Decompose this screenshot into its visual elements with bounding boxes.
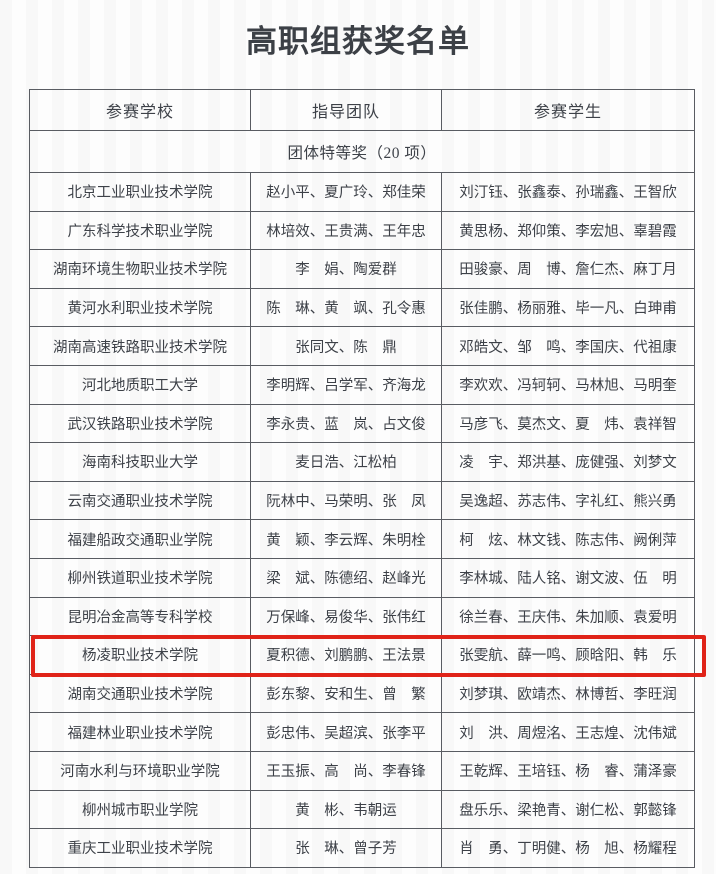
- table-row: 湖南环境生物职业技术学院李 娟、陶爱群 田骏豪、周 博、詹仁杰、麻丁月: [29, 249, 695, 289]
- teachers-cell: 彭东黎、安和生、曾 繁: [250, 673, 442, 714]
- table-row: 云南交通职业技术学院 阮林中、马荣明、张 凤吴逸超、苏志伟、字礼红、熊兴勇: [29, 480, 695, 521]
- table-row: 河南水利与环境职业学院 王玉振、高 尚、李春锋 王乾辉、王培钰、杨 睿、蒲泽豪: [29, 750, 695, 791]
- teachers-cell: 彭忠伟、吴超滨、张李平: [250, 712, 442, 752]
- school-cell: 湖南高速铁路职业技术学院: [29, 326, 251, 366]
- table-row: 广东科学技术职业学院 林培效、王贵满、王年忠 黄思杨、郑仰策、李宏旭、辜碧霞: [29, 210, 695, 251]
- school-cell: 河北地质职工大学: [29, 364, 251, 405]
- teachers-cell: 麦日浩、江松柏: [250, 442, 442, 482]
- teachers-cell: 王玉振、高 尚、李春锋: [250, 750, 442, 791]
- school-cell: 河南水利与环境职业学院: [29, 750, 251, 791]
- teachers-cell: 梁 斌、陈德绍、赵峰光: [250, 557, 442, 598]
- students-cell: 黄思杨、郑仰策、李宏旭、辜碧霞: [441, 210, 695, 251]
- students-cell: 徐兰春、王庆伟、朱加顺、袁爱明: [441, 596, 695, 637]
- teachers-cell: 李明辉、吕学军、齐海龙: [250, 364, 442, 405]
- table-row: 湖南交通职业技术学院 彭东黎、安和生、曾 繁刘梦琪、欧靖杰、林博哲、李旺润: [29, 673, 695, 714]
- table-row: 福建船政交通职业学院黄 颖、李云辉、朱明栓柯 炫、林文钱、陈志伟、阙俐萍: [29, 519, 695, 559]
- students-cell: 张雯航、薛一鸣、顾晗阳、韩 乐: [441, 635, 695, 675]
- students-cell: 张佳鹏、杨丽雅、毕一凡、白珅甫: [441, 287, 695, 328]
- teachers-cell: 黄 彬、韦朝运: [250, 789, 442, 830]
- school-cell: 湖南环境生物职业技术学院: [29, 249, 251, 289]
- school-cell: 黄河水利职业技术学院: [29, 287, 251, 328]
- page-title: 高职组获奖名单: [246, 24, 470, 59]
- teachers-cell: 张 琳、曾子芳: [250, 828, 442, 868]
- school-cell: 湖南交通职业技术学院: [29, 673, 251, 714]
- teachers-cell: 夏积德、刘鹏鹏、王法景: [250, 635, 442, 675]
- students-cell: 马彦飞、莫杰文、夏 炜、袁祥智: [441, 403, 695, 444]
- table-row: 湖南高速铁路职业技术学院 张同文、陈 鼎邓皓文、邹 鸣、李国庆、代祖康: [29, 326, 695, 366]
- students-cell: 凌 宇、郑洪基、庞健强、刘梦文: [441, 442, 695, 482]
- table-row: 海南科技职业大学 麦日浩、江松柏凌 宇、郑洪基、庞健强、刘梦文: [29, 442, 695, 482]
- teachers-cell: 万保峰、易俊华、张伟红: [250, 596, 442, 637]
- table-body: 北京工业职业技术学院 赵小平、夏广玲、郑佳荣 刘汀钰、张鑫泰、孙瑞鑫、王智欣 广东科学…: [29, 172, 695, 868]
- students-cell: 王乾辉、王培钰、杨 睿、蒲泽豪: [441, 750, 695, 791]
- table-row: 昆明冶金高等专科学校 万保峰、易俊华、张伟红 徐兰春、王庆伟、朱加顺、袁爱明: [29, 596, 695, 637]
- students-cell: 邓皓文、邹 鸣、李国庆、代祖康: [441, 326, 695, 366]
- table-row: 重庆工业职业技术学院张 琳、曾子芳肖 勇、丁明健、杨 旭、杨耀程: [29, 828, 695, 868]
- header-row: 参赛学校 指导团队 参赛学生: [29, 89, 695, 131]
- students-cell: 刘汀钰、张鑫泰、孙瑞鑫、王智欣: [441, 172, 695, 212]
- students-cell: 柯 炫、林文钱、陈志伟、阙俐萍: [441, 519, 695, 559]
- school-cell: 福建林业职业技术学院: [29, 712, 251, 752]
- teachers-cell: 李永贵、蓝 岚、占文俊: [250, 403, 442, 444]
- table-row: 河北地质职工大学 李明辉、吕学军、齐海龙 李欢欢、冯轲轲、马林旭、马明奎: [29, 364, 695, 405]
- school-cell: 福建船政交通职业学院: [29, 519, 251, 559]
- students-cell: 盘乐乐、梁艳青、谢仁松、郭懿锋: [441, 789, 695, 830]
- school-cell: 海南科技职业大学: [29, 442, 251, 482]
- table-row: 福建林业职业技术学院 彭忠伟、吴超滨、张李平刘 洪、周煜洺、王志煌、沈伟斌: [29, 712, 695, 752]
- column-header-students: 参赛学生: [441, 89, 695, 131]
- school-cell: 昆明冶金高等专科学校: [29, 596, 251, 637]
- table-row-highlighted: 杨凌职业技术学院 夏积德、刘鹏鹏、王法景 张雯航、薛一鸣、顾晗阳、韩 乐: [29, 635, 695, 675]
- school-cell: 柳州城市职业学院: [29, 789, 251, 830]
- teachers-cell: 阮林中、马荣明、张 凤: [250, 480, 442, 521]
- teachers-cell: 张同文、陈 鼎: [250, 326, 442, 366]
- students-cell: 刘梦琪、欧靖杰、林博哲、李旺润: [441, 673, 695, 714]
- school-cell: 北京工业职业技术学院: [29, 172, 251, 212]
- students-cell: 吴逸超、苏志伟、字礼红、熊兴勇: [441, 480, 695, 521]
- teachers-cell: 李 娟、陶爱群: [250, 249, 442, 289]
- table-row: 柳州铁道职业技术学院梁 斌、陈德绍、赵峰光 李林城、陆人铭、谢文波、伍 明: [29, 557, 695, 598]
- column-header-school: 参赛学校: [29, 89, 251, 131]
- school-cell: 柳州铁道职业技术学院: [29, 557, 251, 598]
- students-cell: 肖 勇、丁明健、杨 旭、杨耀程: [441, 828, 695, 868]
- school-cell: 武汉铁路职业技术学院: [29, 403, 251, 444]
- teachers-cell: 赵小平、夏广玲、郑佳荣: [250, 172, 442, 212]
- table-row: 武汉铁路职业技术学院 李永贵、蓝 岚、占文俊 马彦飞、莫杰文、夏 炜、袁祥智: [29, 403, 695, 444]
- school-cell: 杨凌职业技术学院: [29, 635, 251, 675]
- section-header-row: 团体特等奖（20 项）: [29, 130, 695, 173]
- school-cell: 云南交通职业技术学院: [29, 480, 251, 521]
- students-cell: 田骏豪、周 博、詹仁杰、麻丁月: [441, 249, 695, 289]
- table-header: 参赛学校 指导团队 参赛学生 团体特等奖（20 项）: [29, 89, 695, 173]
- teachers-cell: 黄 颖、李云辉、朱明栓: [250, 519, 442, 559]
- column-header-teachers: 指导团队: [250, 89, 442, 131]
- school-cell: 广东科学技术职业学院: [29, 210, 251, 251]
- students-cell: 刘 洪、周煜洺、王志煌、沈伟斌: [441, 712, 695, 752]
- school-cell: 重庆工业职业技术学院: [29, 828, 251, 868]
- table-row: 柳州城市职业学院黄 彬、韦朝运 盘乐乐、梁艳青、谢仁松、郭懿锋: [29, 789, 695, 830]
- award-table: 参赛学校 指导团队 参赛学生 团体特等奖（20 项） 北京工业职业技术学院 赵小平…: [29, 89, 695, 868]
- table-row: 黄河水利职业技术学院陈 琳、黄 飒、孔令惠 张佳鹏、杨丽雅、毕一凡、白珅甫: [29, 287, 695, 328]
- students-cell: 李欢欢、冯轲轲、马林旭、马明奎: [441, 364, 695, 405]
- section-header: 团体特等奖（20 项）: [29, 130, 695, 173]
- table-row: 北京工业职业技术学院 赵小平、夏广玲、郑佳荣 刘汀钰、张鑫泰、孙瑞鑫、王智欣: [29, 172, 695, 212]
- students-cell: 李林城、陆人铭、谢文波、伍 明: [441, 557, 695, 598]
- teachers-cell: 林培效、王贵满、王年忠: [250, 210, 442, 251]
- teachers-cell: 陈 琳、黄 飒、孔令惠: [250, 287, 442, 328]
